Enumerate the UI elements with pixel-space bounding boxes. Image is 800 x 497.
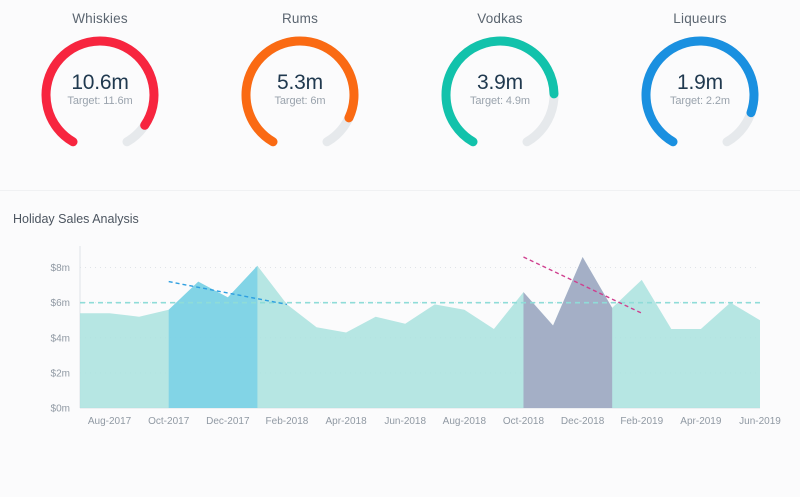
x-tick-label: Jun-2018 bbox=[384, 416, 426, 427]
x-tick-label: Apr-2018 bbox=[326, 416, 368, 427]
gauge-liqueurs[interactable]: 1.9m Target: 2.2m bbox=[633, 28, 767, 162]
kpi-gauge-row: Whiskies 10.6m Target: 11.6m Rums bbox=[0, 0, 800, 186]
kpi-title: Whiskies bbox=[72, 11, 128, 26]
x-tick-label: Dec-2018 bbox=[561, 416, 605, 427]
section-divider bbox=[0, 190, 800, 191]
y-tick-label: $4m bbox=[51, 333, 70, 344]
gauge-arc-svg bbox=[241, 36, 359, 147]
holiday-highlight-band-1[interactable] bbox=[168, 244, 258, 408]
x-tick-label: Feb-2019 bbox=[620, 416, 663, 427]
x-tick-label: Jun-2019 bbox=[739, 416, 781, 427]
gauge-rums[interactable]: 5.3m Target: 6m bbox=[233, 28, 367, 162]
area-chart-svg[interactable]: $0m $2m $4m $6m $8m Aug-2017 Oct-2017 Dec-2017 F… bbox=[0, 240, 800, 450]
x-tick-label: Feb-2018 bbox=[266, 416, 309, 427]
kpi-card-vodkas[interactable]: Vodkas 3.9m Target: 4.9m bbox=[400, 6, 600, 186]
holiday-highlight-band-2[interactable] bbox=[523, 244, 613, 408]
y-tick-label: $0m bbox=[51, 404, 70, 415]
holiday-sales-chart-panel: Holiday Sales Analysis $0m $2m $4m $6m $8m Au… bbox=[0, 192, 800, 497]
gauge-value-arc bbox=[41, 36, 159, 147]
y-tick-label: $2m bbox=[51, 368, 70, 379]
y-tick-label: $6m bbox=[51, 298, 70, 309]
x-tick-label: Aug-2017 bbox=[88, 416, 132, 427]
gauge-arc-svg bbox=[41, 36, 159, 147]
chart-plot-stage[interactable]: $0m $2m $4m $6m $8m Aug-2017 Oct-2017 Dec-2017 F… bbox=[0, 240, 800, 450]
kpi-title: Rums bbox=[281, 11, 319, 26]
kpi-title: Vodkas bbox=[477, 11, 523, 26]
x-tick-label: Oct-2017 bbox=[148, 416, 190, 427]
kpi-card-whiskies[interactable]: Whiskies 10.6m Target: 11.6m bbox=[0, 6, 200, 186]
chart-title: Holiday Sales Analysis bbox=[13, 212, 139, 226]
trend-line-2 bbox=[523, 256, 643, 314]
gauge-vodkas[interactable]: 3.9m Target: 4.9m bbox=[433, 28, 567, 162]
x-tick-label: Aug-2018 bbox=[443, 416, 487, 427]
gauge-whiskies[interactable]: 10.6m Target: 11.6m bbox=[33, 28, 167, 162]
kpi-card-liqueurs[interactable]: Liqueurs 1.9m Target: 2.2m bbox=[600, 6, 800, 186]
kpi-title: Liqueurs bbox=[673, 11, 727, 26]
x-tick-label: Dec-2017 bbox=[206, 416, 250, 427]
x-tick-label: Oct-2018 bbox=[503, 416, 545, 427]
y-tick-label: $8m bbox=[51, 263, 70, 274]
gauge-value-arc bbox=[241, 36, 359, 147]
gauge-value-arc bbox=[641, 36, 759, 147]
gauge-value-arc bbox=[441, 36, 559, 147]
trend-line-1 bbox=[168, 280, 288, 306]
x-tick-label: Apr-2019 bbox=[680, 416, 722, 427]
kpi-card-rums[interactable]: Rums 5.3m Target: 6m bbox=[200, 6, 400, 186]
gauge-arc-svg bbox=[641, 36, 759, 147]
gauge-arc-svg bbox=[441, 36, 559, 147]
